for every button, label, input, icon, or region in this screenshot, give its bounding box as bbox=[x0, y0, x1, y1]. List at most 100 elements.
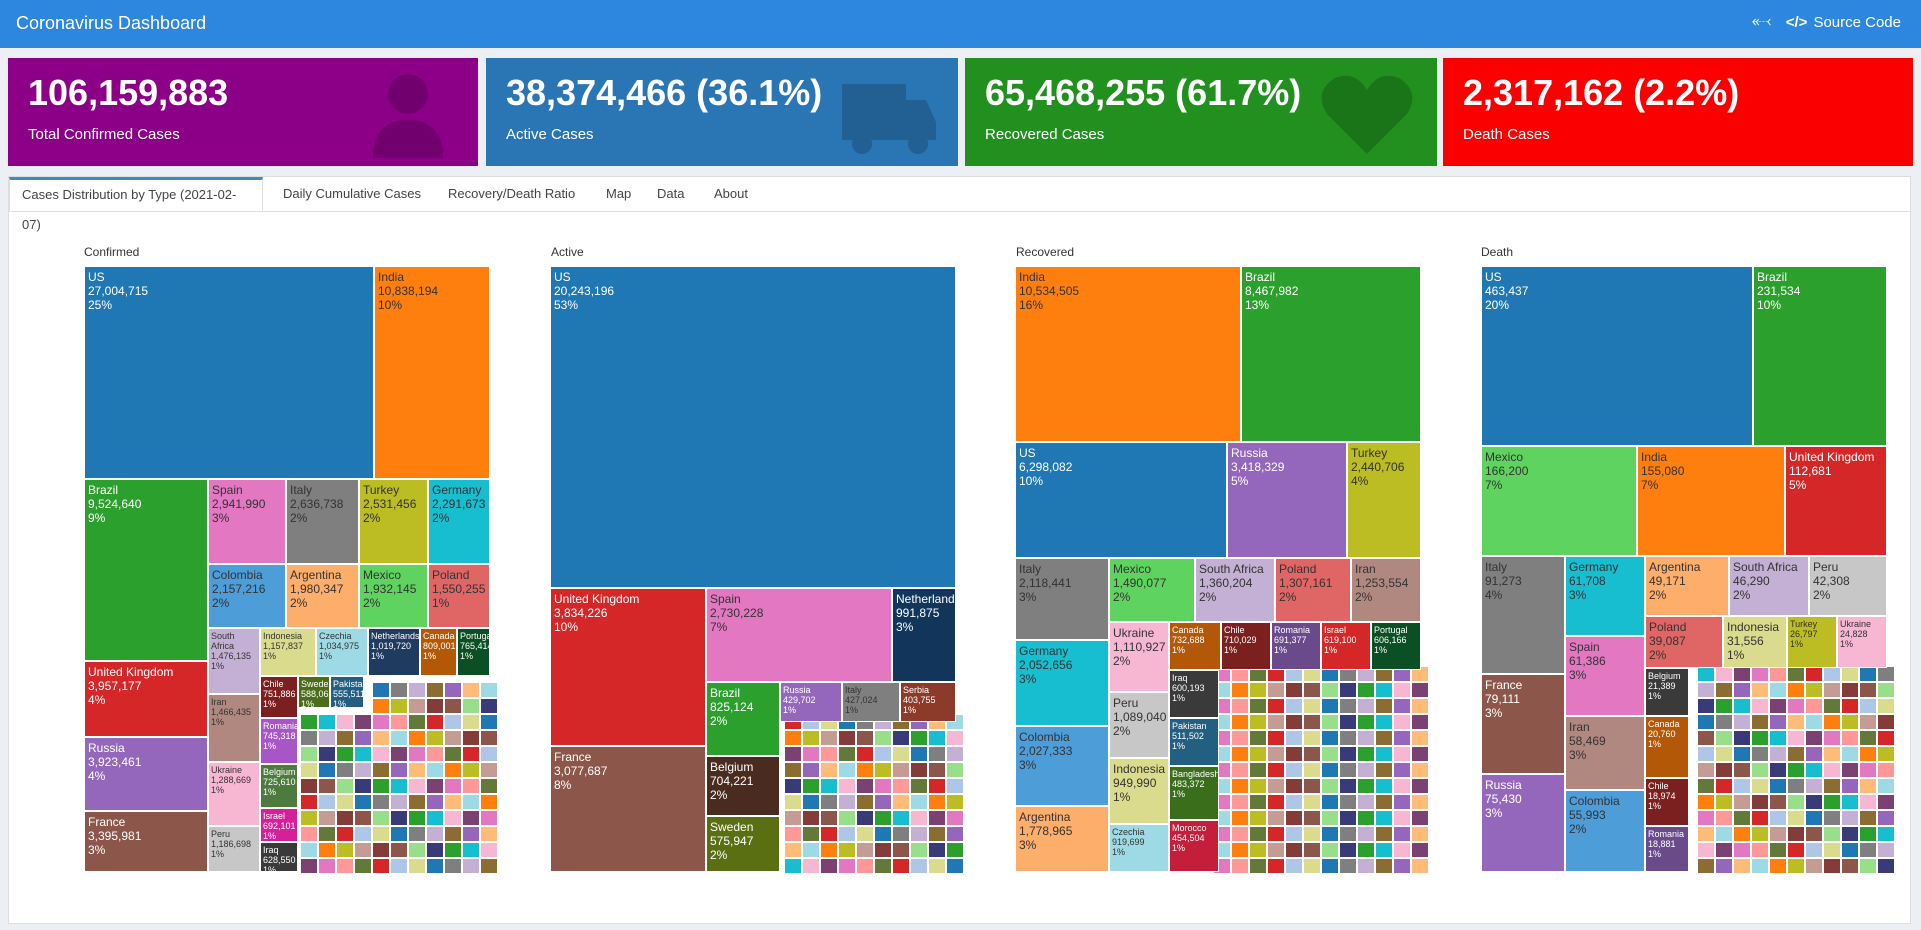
treemap-small-cell[interactable] bbox=[1267, 826, 1285, 842]
treemap-small-cell[interactable] bbox=[928, 730, 946, 746]
treemap-cell-romania[interactable]: Romania 691,377 1% bbox=[1271, 622, 1321, 670]
treemap-small-cell[interactable] bbox=[928, 778, 946, 794]
treemap-cell-argentina[interactable]: Argentina 49,171 2% bbox=[1645, 556, 1729, 616]
treemap-small-cell[interactable] bbox=[1375, 842, 1393, 858]
treemap-small-cell[interactable] bbox=[1267, 698, 1285, 714]
treemap-small-cell[interactable] bbox=[1715, 762, 1733, 778]
treemap-small-cell[interactable] bbox=[1823, 778, 1841, 794]
treemap-cell-indonesia[interactable]: Indonesia 949,990 1% bbox=[1109, 758, 1169, 824]
treemap-small-cell[interactable] bbox=[1805, 666, 1823, 682]
treemap-small-cell[interactable] bbox=[784, 746, 802, 762]
treemap-small-cell[interactable] bbox=[946, 794, 964, 810]
treemap-small-cell[interactable] bbox=[1715, 714, 1733, 730]
treemap-cell-us[interactable]: US 20,243,196 53% bbox=[550, 266, 956, 588]
treemap-small-cell[interactable] bbox=[838, 810, 856, 826]
treemap-small-cell[interactable] bbox=[1769, 858, 1787, 874]
treemap-small-cell[interactable] bbox=[1393, 746, 1411, 762]
treemap-small-cell[interactable] bbox=[1375, 778, 1393, 794]
treemap-small-cell[interactable] bbox=[1411, 794, 1429, 810]
treemap-small-cell[interactable] bbox=[820, 730, 838, 746]
treemap-small-cell[interactable] bbox=[1285, 858, 1303, 874]
treemap-small-cell[interactable] bbox=[1787, 730, 1805, 746]
treemap-small-cell[interactable] bbox=[336, 826, 354, 842]
treemap-small-cell[interactable] bbox=[1249, 682, 1267, 698]
treemap-cell-iraq[interactable]: Iraq 600,193 1% bbox=[1169, 670, 1219, 718]
treemap-small-cell[interactable] bbox=[462, 778, 480, 794]
treemap-small-cell[interactable] bbox=[1231, 714, 1249, 730]
treemap-small-cell[interactable] bbox=[1877, 778, 1895, 794]
treemap-small-cell[interactable] bbox=[784, 778, 802, 794]
treemap-small-cell[interactable] bbox=[1715, 730, 1733, 746]
treemap-small-cell[interactable] bbox=[838, 746, 856, 762]
treemap-small-cell[interactable] bbox=[1877, 794, 1895, 810]
treemap-small-cell[interactable] bbox=[1267, 778, 1285, 794]
treemap-small-cell[interactable] bbox=[336, 762, 354, 778]
tab-daily-cumulative[interactable]: Daily Cumulative Cases bbox=[283, 186, 421, 201]
treemap-small-cell[interactable] bbox=[1411, 746, 1429, 762]
treemap-small-cell[interactable] bbox=[1411, 858, 1429, 874]
treemap-small-cell[interactable] bbox=[300, 842, 318, 858]
treemap-small-cell[interactable] bbox=[802, 762, 820, 778]
treemap-small-cell[interactable] bbox=[784, 810, 802, 826]
treemap-cell-italy[interactable]: Italy 427,024 1% bbox=[842, 682, 900, 722]
treemap-small-cell[interactable] bbox=[336, 842, 354, 858]
treemap-small-cell[interactable] bbox=[1823, 762, 1841, 778]
treemap-small-cell[interactable] bbox=[354, 746, 372, 762]
treemap-small-cell[interactable] bbox=[336, 858, 354, 874]
treemap-small-cell[interactable] bbox=[1231, 778, 1249, 794]
treemap-small-cell[interactable] bbox=[318, 778, 336, 794]
treemap-small-cell[interactable] bbox=[444, 698, 462, 714]
treemap-cell-united-kingdom[interactable]: United Kingdom 3,957,177 4% bbox=[84, 661, 208, 737]
treemap-small-cell[interactable] bbox=[1733, 666, 1751, 682]
treemap-small-cell[interactable] bbox=[1411, 730, 1429, 746]
treemap-small-cell[interactable] bbox=[480, 778, 498, 794]
treemap-small-cell[interactable] bbox=[892, 858, 910, 874]
treemap-small-cell[interactable] bbox=[1267, 682, 1285, 698]
treemap-cell-iran[interactable]: Iran 1,253,554 2% bbox=[1351, 558, 1421, 622]
treemap-cell-portugal[interactable]: Portugal 606,166 1% bbox=[1371, 622, 1421, 670]
treemap-small-cell[interactable] bbox=[1375, 730, 1393, 746]
treemap-cell-iran[interactable]: Iran 58,469 3% bbox=[1565, 716, 1645, 790]
treemap-small-cell[interactable] bbox=[426, 810, 444, 826]
treemap-small-cell[interactable] bbox=[336, 714, 354, 730]
treemap-small-cell[interactable] bbox=[910, 842, 928, 858]
treemap-small-cell[interactable] bbox=[910, 730, 928, 746]
treemap-small-cell[interactable] bbox=[1303, 778, 1321, 794]
treemap-small-cell[interactable] bbox=[1339, 826, 1357, 842]
treemap-small-cell[interactable] bbox=[1805, 714, 1823, 730]
treemap-small-cell[interactable] bbox=[462, 746, 480, 762]
treemap-small-cell[interactable] bbox=[390, 810, 408, 826]
treemap-small-cell[interactable] bbox=[1357, 826, 1375, 842]
treemap-small-cell[interactable] bbox=[1231, 698, 1249, 714]
treemap-small-cell[interactable] bbox=[1249, 730, 1267, 746]
treemap-small-cell[interactable] bbox=[408, 778, 426, 794]
treemap-cell-turkey[interactable]: Turkey 2,531,456 2% bbox=[359, 479, 428, 564]
treemap-cell-chile[interactable]: Chile 710,029 1% bbox=[1221, 622, 1271, 670]
treemap-small-cell[interactable] bbox=[856, 858, 874, 874]
treemap-small-cell[interactable] bbox=[1231, 794, 1249, 810]
treemap-small-cell[interactable] bbox=[874, 762, 892, 778]
treemap-small-cell[interactable] bbox=[892, 842, 910, 858]
treemap-small-cell[interactable] bbox=[1375, 746, 1393, 762]
treemap-cell-ukraine[interactable]: Ukraine 24,828 1% bbox=[1837, 616, 1887, 668]
treemap-small-cell[interactable] bbox=[300, 778, 318, 794]
treemap-small-cell[interactable] bbox=[1393, 698, 1411, 714]
treemap-small-cell[interactable] bbox=[1877, 858, 1895, 874]
treemap-small-cell[interactable] bbox=[1321, 682, 1339, 698]
treemap-small-cell[interactable] bbox=[1787, 762, 1805, 778]
treemap-small-cell[interactable] bbox=[1733, 746, 1751, 762]
treemap-small-cell[interactable] bbox=[372, 714, 390, 730]
treemap-small-cell[interactable] bbox=[1877, 682, 1895, 698]
tab-data[interactable]: Data bbox=[657, 186, 685, 201]
treemap-small-cell[interactable] bbox=[462, 794, 480, 810]
treemap-cell-south-africa[interactable]: South Africa 1,476,135 1% bbox=[208, 628, 260, 694]
tab-map[interactable]: Map bbox=[606, 186, 632, 201]
treemap-small-cell[interactable] bbox=[802, 794, 820, 810]
treemap-small-cell[interactable] bbox=[426, 794, 444, 810]
treemap-cell-south-africa[interactable]: South Africa 46,290 2% bbox=[1729, 556, 1809, 616]
treemap-small-cell[interactable] bbox=[1697, 682, 1715, 698]
treemap-small-cell[interactable] bbox=[1267, 762, 1285, 778]
treemap-small-cell[interactable] bbox=[1841, 714, 1859, 730]
treemap-cell-czechia[interactable]: Czechia 919,699 1% bbox=[1109, 824, 1169, 872]
treemap-small-cell[interactable] bbox=[1375, 762, 1393, 778]
